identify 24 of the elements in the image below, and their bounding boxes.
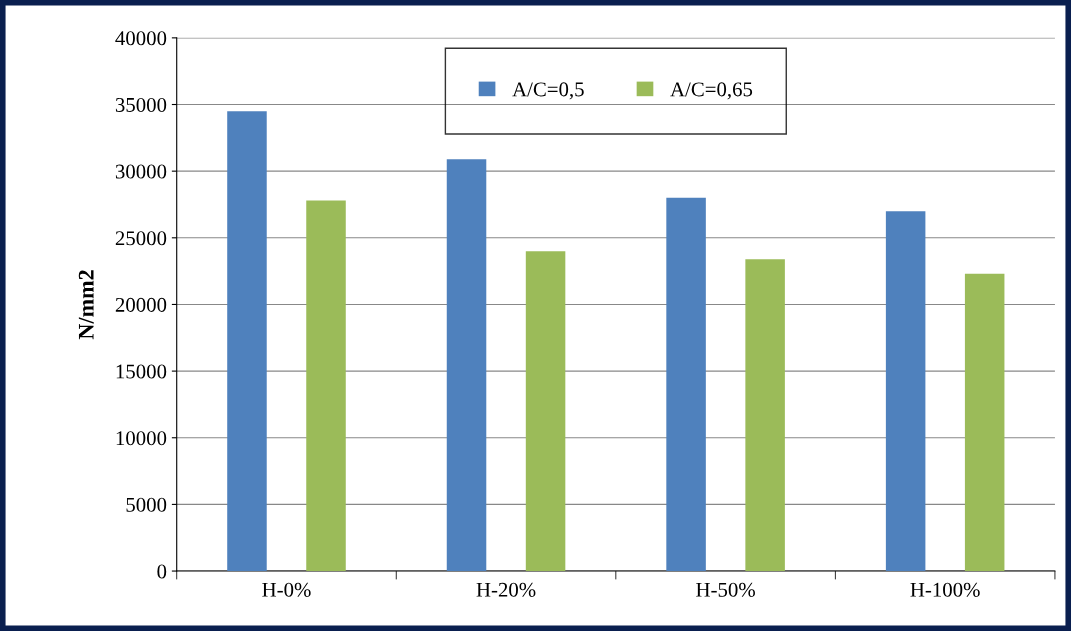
y-tick-label: 30000 (115, 164, 167, 179)
y-tick-label: 35000 (115, 97, 167, 112)
bar (446, 159, 487, 572)
y-tick-label: 15000 (116, 364, 167, 379)
bar (885, 211, 926, 572)
bar (964, 273, 1005, 572)
bar (525, 251, 566, 572)
bar (745, 259, 785, 572)
y-tick-label: 20000 (115, 297, 167, 312)
legend-label: A/C=0,65 (670, 82, 753, 100)
x-tick-label: H-20% (476, 582, 536, 597)
x-tick-label: H-50% (696, 582, 755, 597)
bar (227, 111, 267, 572)
y-axis-title: N/mm2 (78, 270, 94, 340)
y-tick-label: 10000 (116, 431, 167, 446)
x-tick-label: H-0% (262, 582, 311, 597)
y-tick-label: 0 (157, 564, 167, 579)
y-tick-label: 40000 (115, 31, 167, 46)
bar (306, 200, 346, 572)
bar (666, 197, 706, 572)
legend-label: A/C=0,5 (512, 82, 584, 100)
y-tick-label: 25000 (115, 231, 167, 246)
y-tick-label: 5000 (126, 497, 167, 512)
x-tick-label: H-100% (910, 582, 980, 597)
